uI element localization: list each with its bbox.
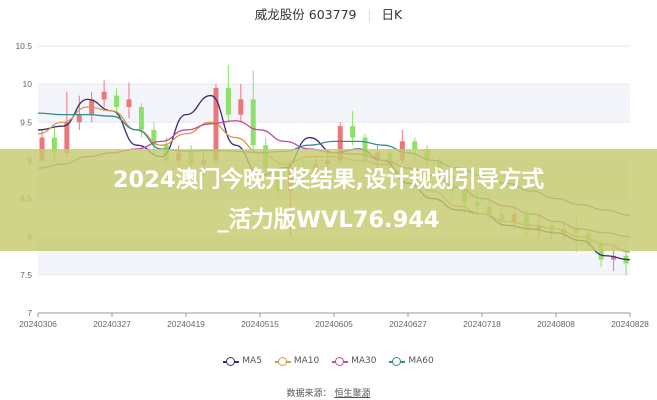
legend-label: MA30 [351,356,377,366]
candle-body [51,137,57,153]
legend-label: MA5 [242,356,262,366]
y-tick-label: 10.5 [15,41,32,51]
source-label: 数据来源： [286,389,332,399]
overlay-banner [0,149,657,251]
candle-body [64,122,70,153]
legend-ma60[interactable]: MA60 [389,356,434,366]
candle-body [598,244,604,260]
x-tick-label: 20240718 [463,319,501,329]
source-value: 恒生聚源 [334,389,371,399]
ma5-marker-icon [223,357,240,366]
x-tick-label: 20240605 [315,319,353,329]
legend-ma5[interactable]: MA5 [223,356,262,366]
ma10-marker-icon [274,357,291,366]
banner-line-1: 2024澳门今晚开奖结果,设计规划引导方式 [112,167,545,193]
stock-name: 威龙股份 603779 [254,7,357,22]
candle-body [126,99,132,108]
candle-body [337,126,343,161]
x-tick-label: 20240419 [167,319,205,329]
x-tick-label: 20240627 [389,319,427,329]
y-tick-label: 7 [27,308,32,318]
candle-body [412,141,418,149]
grid-band [38,84,630,123]
legend-ma10[interactable]: MA10 [274,356,320,366]
candle-body [611,255,617,260]
divider [368,9,370,22]
candle-body [350,126,356,138]
chart-title: 威龙股份 603779 日K [0,4,657,23]
period-label[interactable]: 日K [381,7,403,22]
legend-ma30[interactable]: MA30 [332,356,376,366]
candle-body [151,129,157,146]
banner-line-2: _活力版WVL76.944 [217,207,440,233]
x-tick-label: 20240327 [93,319,131,329]
legend-label: MA60 [408,356,434,366]
legend: MA5 MA10 MA30 MA60 [0,356,657,368]
banner-text: 2024澳门今晚开奖结果,设计规划引导方式 _活力版WVL76.944 [0,160,657,240]
y-tick-label: 7.5 [20,270,32,280]
ma60-marker-icon [389,357,406,366]
candle-body [213,87,219,161]
y-tick-label: 9.5 [20,117,32,127]
x-tick-label: 20240306 [19,319,57,329]
candle-body [225,87,231,115]
y-tick-label: 10 [23,79,33,89]
candle-body [362,137,368,161]
candle-body [101,91,107,100]
candle-body [39,137,45,161]
x-tick-label: 20240808 [537,319,575,329]
candle-body [114,95,120,108]
candle-body [238,99,244,115]
candle-body [250,99,256,146]
legend-label: MA10 [293,356,320,366]
ma30-marker-icon [332,357,349,366]
candle-body [138,107,144,130]
candle-body [76,114,82,123]
data-source: 数据来源： 恒生聚源 [0,386,657,399]
x-tick-label: 20240828 [611,319,649,329]
x-tick-label: 20240515 [241,319,279,329]
